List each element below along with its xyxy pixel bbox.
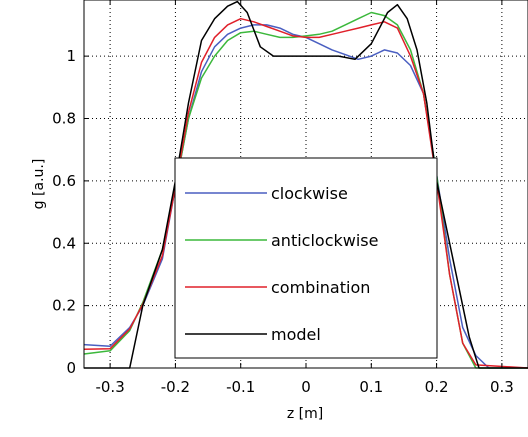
axis-ticks: -0.3 -0.2 -0.1 0 0.1 0.2 0.3 0 0.2 0.4 0.6 0.8 1: [52, 0, 514, 396]
x-tick-label: 0: [301, 378, 311, 396]
y-tick-label: 1: [66, 47, 76, 65]
y-tick-label: 0.8: [52, 110, 76, 128]
x-tick-label: -0.3: [95, 378, 124, 396]
x-tick-label: -0.2: [161, 378, 190, 396]
y-tick-label: 0.2: [52, 297, 76, 315]
y-tick-label: 0.6: [52, 172, 76, 190]
y-tick-label: 0: [66, 359, 76, 377]
legend-box: [174, 157, 438, 359]
x-tick-label: -0.1: [226, 378, 255, 396]
series-line-combination: [83, 17, 528, 369]
x-tick-label: 0.2: [425, 378, 449, 396]
x-tick-label: 0.1: [359, 378, 383, 396]
legend-label: anticlockwise: [271, 231, 378, 250]
legend-label: model: [271, 325, 321, 344]
x-tick-label: 0.3: [490, 378, 514, 396]
x-axis-label: z [m]: [287, 406, 323, 422]
legend-label: clockwise: [271, 184, 348, 203]
legend: clockwise anticlockwise combination model: [174, 157, 438, 359]
series-line-model: [84, 0, 528, 369]
y-tick-label: 0.4: [52, 234, 76, 252]
legend-label: combination: [271, 278, 370, 297]
y-axis-label: g [a.u.]: [31, 159, 47, 210]
